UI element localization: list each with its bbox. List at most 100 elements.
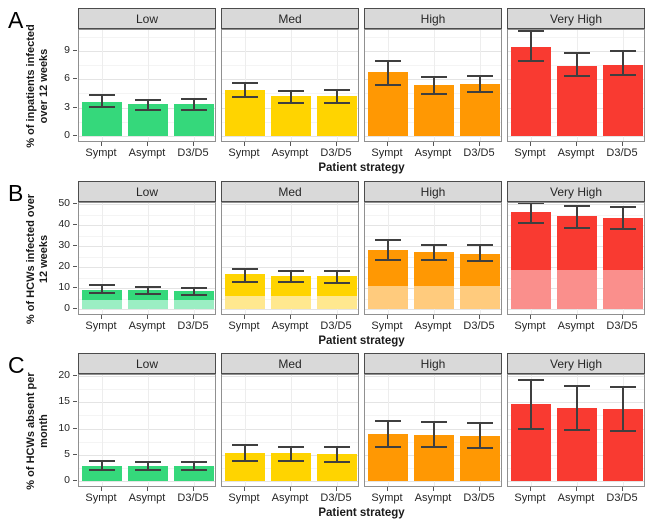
gridline-major <box>79 50 215 52</box>
error-bar-cap-bottom <box>375 259 401 262</box>
error-bar-cap-bottom <box>564 75 590 78</box>
facet-strip-low: Low <box>78 353 216 374</box>
error-bar-cap-bottom <box>375 445 401 448</box>
x-tick-label: D3/D5 <box>606 320 638 332</box>
error-bar-cap-top <box>278 445 304 448</box>
error-bar-line <box>193 461 195 470</box>
error-bar-cap-bottom <box>181 468 207 471</box>
y-tick-label: 40 <box>58 218 70 231</box>
error-bar-cap-bottom <box>278 460 304 463</box>
x-tick-label: Sympt <box>228 320 260 332</box>
gridline-vertical <box>337 203 338 314</box>
gridline-minor <box>79 93 215 95</box>
error-bar-line <box>336 89 338 103</box>
facet-strip-low: Low <box>78 8 216 29</box>
x-axis-title: Patient strategy <box>318 335 405 347</box>
x-tick-mark <box>336 315 337 319</box>
error-bar-line <box>530 379 532 430</box>
error-bar-cap-top <box>232 267 258 270</box>
error-bar-line <box>290 446 292 462</box>
gridline-major <box>79 225 215 227</box>
gridline-minor <box>222 415 358 417</box>
error-bar-cap-bottom <box>278 101 304 104</box>
y-tick-mark <box>73 480 77 481</box>
gridline-minor <box>508 65 644 67</box>
x-tick-label: Asympt <box>414 320 452 332</box>
x-tick-label: Asympt <box>557 320 595 332</box>
error-bar-cap-top <box>610 386 636 389</box>
facet-panel <box>507 374 645 487</box>
gridline-minor <box>365 415 501 417</box>
gridline-vertical <box>194 30 195 141</box>
x-tick-mark <box>193 142 194 146</box>
error-bar-line <box>479 76 481 93</box>
gridline-vertical <box>291 375 292 486</box>
error-bar-line <box>147 100 149 110</box>
y-tick-label: 3 <box>64 100 70 113</box>
error-bar-line <box>387 239 389 261</box>
y-tick-mark <box>73 401 77 403</box>
error-bar-line <box>530 30 532 62</box>
gridline-major <box>222 267 358 269</box>
x-tick-label: Asympt <box>557 147 595 159</box>
gridline-major <box>508 402 644 404</box>
y-tick-label: 0 <box>64 129 70 141</box>
facet-panel <box>364 29 502 142</box>
bar-baseline-band <box>603 270 643 309</box>
x-tick-mark <box>290 487 291 491</box>
panel-label-A: A <box>8 7 24 33</box>
gridline-major <box>79 402 215 404</box>
gridline-major <box>79 267 215 269</box>
x-tick-label: Sympt <box>228 492 260 504</box>
error-bar-line <box>336 270 338 283</box>
gridline-minor <box>222 65 358 67</box>
y-tick-mark <box>73 49 77 51</box>
y-tick-mark <box>73 287 77 288</box>
y-tick-label: 5 <box>64 447 70 460</box>
bar-baseline-band <box>225 295 265 309</box>
gridline-minor <box>365 214 501 216</box>
x-tick-mark <box>622 142 623 146</box>
gridline-major <box>365 50 501 52</box>
error-bar-cap-bottom <box>135 108 161 111</box>
error-bar-cap-top <box>324 446 350 449</box>
y-tick-label: 0 <box>64 474 70 486</box>
gridline-vertical <box>291 203 292 314</box>
y-tick-label: 50 <box>58 197 70 210</box>
error-bar-line <box>244 444 246 462</box>
gridline-major <box>79 136 215 137</box>
gridline-vertical <box>102 30 103 141</box>
x-tick-label: D3/D5 <box>463 147 495 159</box>
y-tick-mark <box>73 203 77 205</box>
gridline-major <box>222 309 358 310</box>
x-tick-mark <box>147 315 148 319</box>
gridline-minor <box>365 389 501 391</box>
gridline-major <box>365 376 501 378</box>
gridline-major <box>222 402 358 404</box>
error-bar-cap-bottom <box>135 293 161 296</box>
gridline-minor <box>222 214 358 216</box>
error-bar-cap-top <box>421 243 447 246</box>
error-bar-line <box>622 206 624 230</box>
y-tick-mark <box>73 375 77 377</box>
error-bar-line <box>101 460 103 470</box>
gridline-vertical <box>148 203 149 314</box>
x-tick-label: D3/D5 <box>320 147 352 159</box>
error-bar-line <box>244 268 246 282</box>
x-tick-mark <box>101 487 102 491</box>
bar-asympt <box>557 65 597 136</box>
x-tick-mark <box>387 487 388 491</box>
error-bar-cap-bottom <box>278 280 304 283</box>
gridline-major <box>222 376 358 378</box>
error-bar-cap-bottom <box>232 280 258 283</box>
facet-strip-low: Low <box>78 181 216 202</box>
bar-baseline-band <box>368 285 408 309</box>
error-bar-cap-top <box>324 269 350 272</box>
x-tick-label: D3/D5 <box>177 147 209 159</box>
y-tick-mark <box>73 453 77 455</box>
error-bar-cap-bottom <box>181 108 207 111</box>
gridline-vertical <box>194 375 195 486</box>
gridline-minor <box>222 93 358 95</box>
gridline-minor <box>222 256 358 258</box>
y-tick-label: 9 <box>64 43 70 56</box>
